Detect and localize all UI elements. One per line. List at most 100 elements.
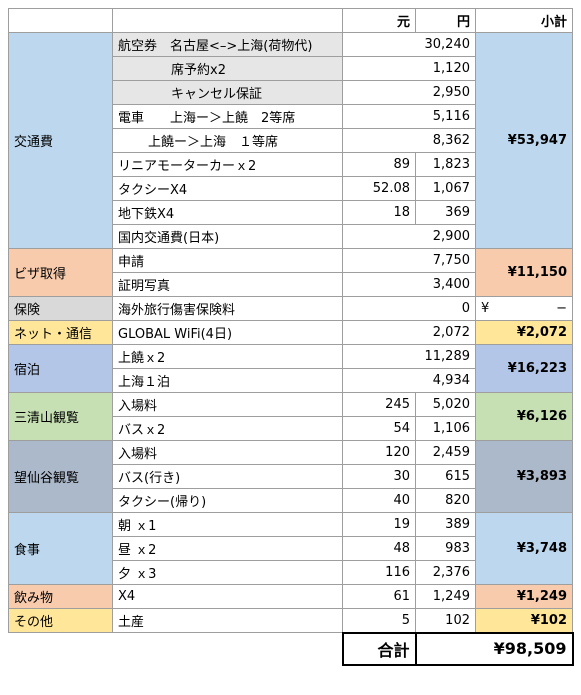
yen-amount: 1,120 bbox=[342, 56, 476, 81]
row: ビザ取得 申請 7,750 ¥11,150 bbox=[8, 248, 573, 297]
yuan-amount: 30 bbox=[342, 464, 416, 489]
row: その他 土産 5 102 ¥102 bbox=[8, 608, 573, 633]
row: 食事朝 ｘ1 19 389 ¥3,748 bbox=[8, 512, 573, 585]
subtotal: ¥1,249 bbox=[475, 584, 573, 609]
category: 宿泊 bbox=[8, 344, 113, 393]
category: ビザ取得 bbox=[8, 248, 113, 297]
item-name: 証明写真 bbox=[112, 272, 343, 297]
row: 宿泊 上饒ｘ2 11,289 ¥16,223 bbox=[8, 344, 573, 393]
item-name: X4 bbox=[112, 584, 343, 609]
item-name: バスｘ2 bbox=[112, 416, 343, 441]
category: 保険 bbox=[8, 296, 113, 321]
subtotal: ¥6,126 bbox=[475, 392, 573, 441]
item-name: GLOBAL WiFi(4日) bbox=[112, 320, 343, 345]
item-name: リニアモーターカーｘ2 bbox=[112, 152, 343, 177]
category: 三清山観覧 bbox=[8, 392, 113, 441]
subtotal-symbol: ¥ bbox=[481, 301, 490, 316]
yuan-amount: 19 bbox=[342, 512, 416, 537]
yen-amount: 30,240 bbox=[342, 32, 476, 57]
yen-amount: 983 bbox=[415, 536, 476, 561]
yuan-amount: 40 bbox=[342, 488, 416, 513]
yen-amount: 4,934 bbox=[342, 368, 476, 393]
row: タクシーX4 52.08 1,067 bbox=[9, 176, 573, 201]
subtotal: ¥16,223 bbox=[475, 344, 573, 393]
row: 地下鉄X4 18 369 bbox=[9, 200, 573, 225]
blank bbox=[9, 633, 113, 665]
category: 交通費 bbox=[8, 32, 113, 249]
subtotal: ¥102 bbox=[475, 608, 573, 633]
subtotal: ¥3,748 bbox=[475, 512, 573, 585]
yen-amount: 1,249 bbox=[415, 584, 476, 609]
item-name: タクシー(帰り) bbox=[112, 488, 343, 513]
yuan-amount: 54 bbox=[342, 416, 416, 441]
row: 合計 ¥98,509 bbox=[9, 631, 574, 666]
row: リニアモーターカーｘ2 89 1,823 bbox=[9, 152, 573, 177]
item-name: 入場料 bbox=[112, 440, 343, 465]
yuan-amount: 61 bbox=[342, 584, 416, 609]
yen-amount: 2,950 bbox=[342, 80, 476, 105]
header-yen: 円 bbox=[415, 8, 476, 33]
subtotal: ¥11,150 bbox=[475, 248, 573, 297]
subtotal: ¥2,072 bbox=[475, 320, 573, 345]
yen-amount: 5,020 bbox=[415, 392, 476, 417]
yen-amount: 1,106 bbox=[415, 416, 476, 441]
item-name: 地下鉄X4 bbox=[112, 200, 343, 225]
yen-amount: 2,900 bbox=[342, 224, 476, 249]
yuan-amount: 116 bbox=[342, 560, 416, 585]
yen-amount: 11,289 bbox=[342, 344, 476, 369]
category: ネット・通信 bbox=[8, 320, 113, 345]
row: 上海１泊 4,934 bbox=[9, 368, 573, 393]
item-name: 海外旅行傷害保険料 bbox=[112, 296, 343, 321]
header-blank bbox=[112, 8, 343, 33]
row: 交通費 航空券 名古屋<–>上海(荷物代) 30,240 ¥53,947 bbox=[8, 32, 573, 249]
yuan-amount: 18 bbox=[342, 200, 416, 225]
yuan-amount: 52.08 bbox=[342, 176, 416, 201]
row: 席予約x2 1,120 bbox=[9, 56, 573, 81]
item-name: 電車 上海ー＞上饒 2等席 bbox=[112, 104, 343, 129]
row: ネット・通信 GLOBAL WiFi(4日) 2,072 ¥2,072 bbox=[8, 320, 573, 345]
yen-amount: 1,067 bbox=[415, 176, 476, 201]
item-name: 国内交通費(日本) bbox=[112, 224, 343, 249]
item-name: 昼 ｘ2 bbox=[112, 536, 343, 561]
row: タクシー(帰り) 40 820 bbox=[9, 488, 573, 513]
subtotal: ¥ − bbox=[475, 296, 573, 321]
row: 電車 上海ー＞上饒 2等席 5,116 bbox=[9, 104, 573, 129]
total-label: 合計 bbox=[341, 631, 417, 666]
item-name: 入場料 bbox=[112, 392, 343, 417]
row: 望仙谷観覧 入場料 120 2,459 ¥3,893 bbox=[8, 440, 573, 513]
item-name: バス(行き) bbox=[112, 464, 343, 489]
yen-amount: 3,400 bbox=[342, 272, 476, 297]
yuan-amount: 5 bbox=[342, 608, 416, 633]
yen-amount: 389 bbox=[415, 512, 476, 537]
yen-amount: 8,362 bbox=[342, 128, 476, 153]
item-name: キャンセル保証 bbox=[112, 80, 343, 105]
row: キャンセル保証 2,950 bbox=[9, 80, 573, 105]
item-name: 上海１泊 bbox=[112, 368, 343, 393]
blank bbox=[113, 633, 343, 665]
yuan-amount: 48 bbox=[342, 536, 416, 561]
yen-amount: 820 bbox=[415, 488, 476, 513]
item-name: 土産 bbox=[112, 608, 343, 633]
yen-amount: 1,823 bbox=[415, 152, 476, 177]
row: 元円小計 bbox=[8, 8, 573, 33]
category: その他 bbox=[8, 608, 113, 633]
row: 飲み物 X4 61 1,249 ¥1,249 bbox=[8, 584, 573, 609]
subtotal-accounting: ¥ − bbox=[481, 301, 567, 316]
row: 保険 海外旅行傷害保険料 0 ¥ − bbox=[8, 296, 573, 321]
table-body: 元円小計 交通費 航空券 名古屋<–>上海(荷物代) 30,240 ¥53,947 席予約… bbox=[8, 8, 574, 666]
category: 飲み物 bbox=[8, 584, 113, 609]
yen-amount: 102 bbox=[415, 608, 476, 633]
header-subtotal: 小計 bbox=[475, 8, 573, 33]
item-name: 夕 ｘ3 bbox=[112, 560, 343, 585]
yen-amount: 5,116 bbox=[342, 104, 476, 129]
item-name: 航空券 名古屋<–>上海(荷物代) bbox=[112, 32, 343, 57]
yen-amount: 7,750 bbox=[342, 248, 476, 273]
row: 三清山観覧 入場料 245 5,020 ¥6,126 bbox=[8, 392, 573, 441]
category: 望仙谷観覧 bbox=[8, 440, 113, 513]
yen-amount: 2,376 bbox=[415, 560, 476, 585]
item-name: 上饒ｘ2 bbox=[112, 344, 343, 369]
yen-amount: 2,072 bbox=[342, 320, 476, 345]
item-name: 朝 ｘ1 bbox=[112, 512, 343, 537]
item-name: 上饒ー＞上海 １等席 bbox=[112, 128, 343, 153]
